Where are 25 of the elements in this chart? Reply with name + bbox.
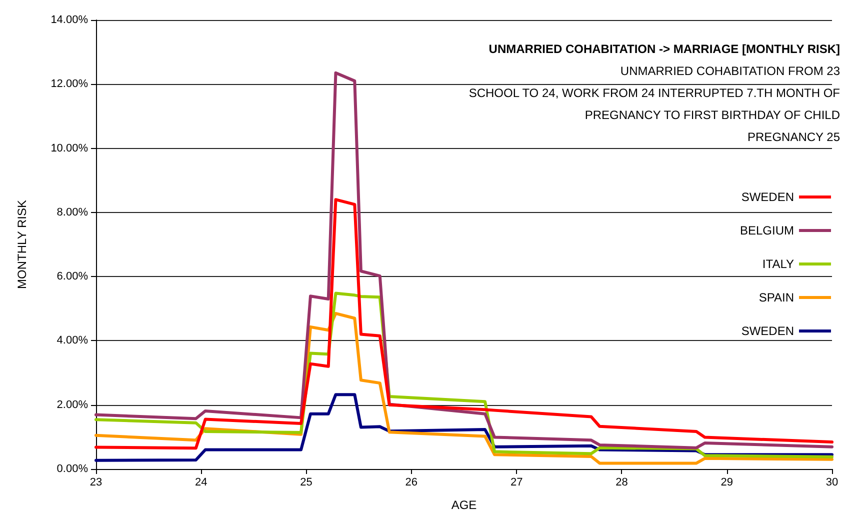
x-tick-label: 26 xyxy=(405,476,418,488)
text: UNMARRIED COHABITATION -> MARRIAGE [MONTHLY RISK] xyxy=(488,42,840,56)
y-tick-label: 8.00% xyxy=(56,206,88,218)
x-tick-label: 27 xyxy=(510,476,523,488)
x-tick-label: 30 xyxy=(826,476,838,488)
x-tick-label: 29 xyxy=(720,476,733,488)
y-tick-label: 12.00% xyxy=(50,78,88,90)
x-tick-label: 23 xyxy=(90,476,102,488)
legend-label: ITALY xyxy=(762,257,794,271)
y-axis-title: MONTHLY RISK xyxy=(15,200,29,289)
legend-label: SWEDEN xyxy=(741,324,794,338)
legend-label: SPAIN xyxy=(758,290,794,304)
y-tick-label: 4.00% xyxy=(56,334,88,347)
legend-label: BELGIUM xyxy=(740,224,794,238)
y-tick-label: 14.00% xyxy=(50,14,88,26)
x-tick-label: 24 xyxy=(195,476,208,488)
x-axis-title: AGE xyxy=(451,498,477,512)
text: UNMARRIED COHABITATION FROM 23 SCHOOL TO 24, WORK FROM 24 INTERRUPTED 7.TH MONTH OF PREGNANCY TO FIRST BIRTHDAY OF CHILD PREGNANCY 25 xyxy=(468,64,840,144)
y-tick-label: 0.00% xyxy=(56,463,88,475)
y-tick-label: 6.00% xyxy=(56,270,88,283)
legend-label: SWEDEN xyxy=(741,190,794,204)
x-tick-label: 28 xyxy=(616,476,628,488)
y-tick-label: 2.00% xyxy=(56,398,88,411)
x-tick-label: 25 xyxy=(300,476,312,488)
y-tick-label: 10.00% xyxy=(50,142,88,154)
